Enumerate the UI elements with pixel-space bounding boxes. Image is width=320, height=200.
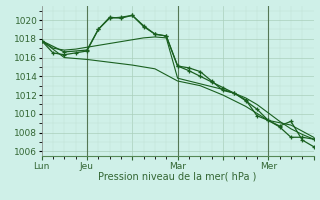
X-axis label: Pression niveau de la mer( hPa ): Pression niveau de la mer( hPa ) — [99, 172, 257, 182]
